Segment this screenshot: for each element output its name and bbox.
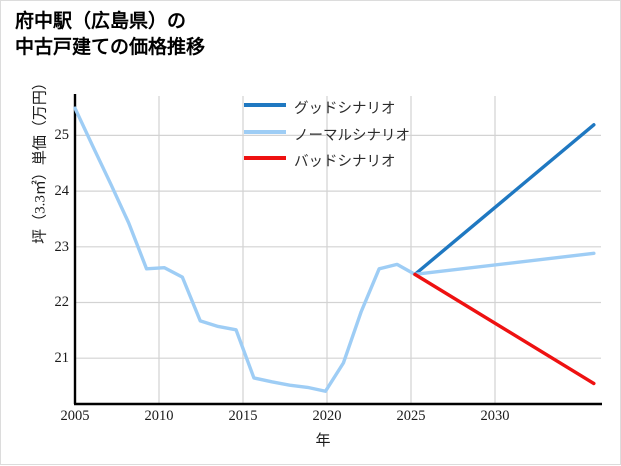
legend-label-bad[interactable]: バッドシナリオ: [294, 154, 396, 170]
x-tick-2030: 2030: [480, 408, 510, 424]
legend-label-normal[interactable]: ノーマルシナリオ: [294, 128, 410, 144]
series-line-good: [413, 123, 596, 277]
series-line-normal: [413, 251, 596, 277]
page-title: 府中駅（広島県）の 中古戸建ての価格推移: [15, 11, 206, 59]
y-tick-25: 25: [54, 127, 70, 143]
y-axis-label: 坪（3.3㎡）単価（万円）: [32, 75, 49, 244]
y-tick-23: 23: [54, 239, 70, 255]
x-tick-2020: 2020: [312, 408, 342, 424]
y-tick-21: 21: [54, 350, 70, 366]
x-tick-2010: 2010: [144, 408, 174, 424]
x-tick-2025: 2025: [396, 408, 426, 424]
legend-label-good[interactable]: グッドシナリオ: [294, 101, 396, 117]
x-tick-2005: 2005: [60, 408, 90, 424]
x-axis-label: 年: [315, 433, 331, 449]
gridlines-horizontal: [75, 134, 601, 359]
y-tick-22: 22: [54, 294, 70, 310]
y-tick-24: 24: [54, 183, 70, 199]
x-tick-2015: 2015: [228, 408, 258, 424]
series-line-bad: [413, 272, 596, 386]
series-line-history: [73, 106, 417, 393]
legend-swatches: [244, 103, 286, 160]
